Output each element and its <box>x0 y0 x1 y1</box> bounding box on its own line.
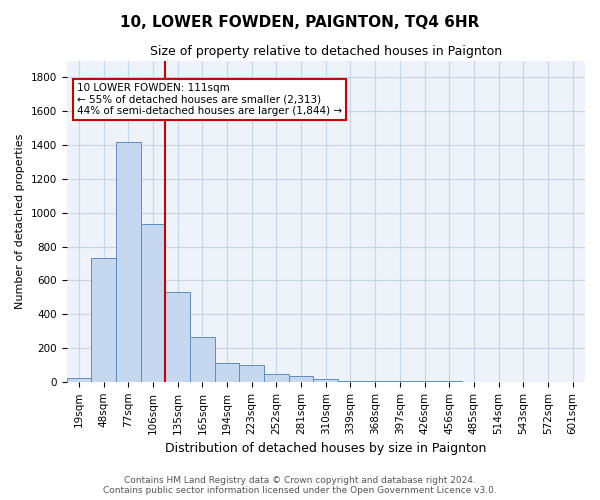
Bar <box>116 142 140 382</box>
X-axis label: Distribution of detached houses by size in Paignton: Distribution of detached houses by size … <box>165 442 487 455</box>
Bar <box>313 379 338 382</box>
Y-axis label: Number of detached properties: Number of detached properties <box>15 134 25 309</box>
Bar <box>338 381 363 382</box>
Title: Size of property relative to detached houses in Paignton: Size of property relative to detached ho… <box>150 45 502 58</box>
Text: 10, LOWER FOWDEN, PAIGNTON, TQ4 6HR: 10, LOWER FOWDEN, PAIGNTON, TQ4 6HR <box>121 15 479 30</box>
Bar <box>140 224 165 382</box>
Bar <box>289 376 313 382</box>
Bar <box>165 292 190 382</box>
Bar <box>215 363 239 382</box>
Bar <box>190 337 215 382</box>
Bar <box>67 378 91 382</box>
Text: 10 LOWER FOWDEN: 111sqm
← 55% of detached houses are smaller (2,313)
44% of semi: 10 LOWER FOWDEN: 111sqm ← 55% of detache… <box>77 83 342 116</box>
Text: Contains HM Land Registry data © Crown copyright and database right 2024.
Contai: Contains HM Land Registry data © Crown c… <box>103 476 497 495</box>
Bar <box>91 258 116 382</box>
Bar <box>264 374 289 382</box>
Bar <box>363 381 388 382</box>
Bar <box>239 365 264 382</box>
